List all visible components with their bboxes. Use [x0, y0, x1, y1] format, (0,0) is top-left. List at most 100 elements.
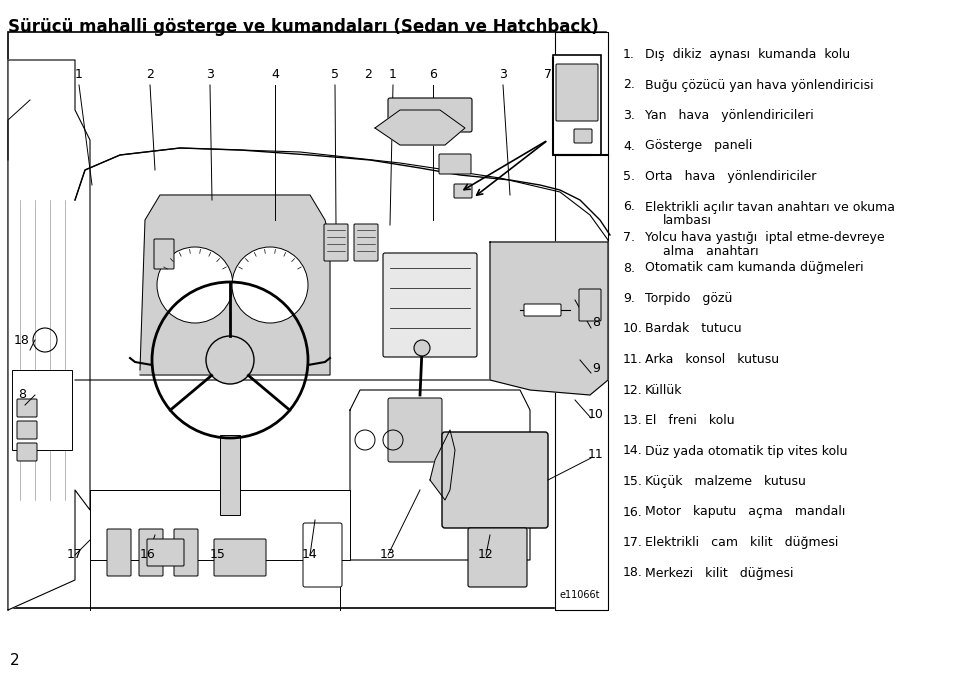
- FancyBboxPatch shape: [324, 224, 348, 261]
- Text: Yan   hava   yönlendiricileri: Yan hava yönlendiricileri: [645, 109, 814, 122]
- Circle shape: [232, 247, 308, 323]
- FancyBboxPatch shape: [154, 239, 174, 269]
- Text: Sürücü mahalli gösterge ve kumandaları (Sedan ve Hatchback): Sürücü mahalli gösterge ve kumandaları (…: [8, 18, 599, 36]
- FancyBboxPatch shape: [174, 529, 198, 576]
- Text: El   freni   kolu: El freni kolu: [645, 414, 734, 427]
- Circle shape: [206, 336, 254, 384]
- Text: 1.: 1.: [623, 48, 635, 61]
- Text: Elektrikli   cam   kilit   düğmesi: Elektrikli cam kilit düğmesi: [645, 536, 838, 549]
- Polygon shape: [375, 110, 465, 145]
- Text: 2: 2: [146, 69, 154, 82]
- FancyBboxPatch shape: [442, 432, 548, 528]
- Text: 15: 15: [210, 549, 226, 562]
- Bar: [12, 370, 72, 450]
- Text: Merkezi   kilit   düğmesi: Merkezi kilit düğmesi: [645, 566, 794, 579]
- Bar: [220, 435, 240, 515]
- Text: 16.: 16.: [623, 505, 643, 518]
- Text: Küllük: Küllük: [645, 384, 683, 396]
- Text: e11066t: e11066t: [560, 590, 600, 600]
- FancyBboxPatch shape: [214, 539, 266, 576]
- Text: 3.: 3.: [623, 109, 635, 122]
- Text: 2.: 2.: [623, 78, 635, 92]
- FancyBboxPatch shape: [454, 184, 472, 198]
- Text: 3: 3: [206, 69, 214, 82]
- Text: 3: 3: [499, 69, 507, 82]
- Text: 5.: 5.: [623, 170, 635, 183]
- Text: 17.: 17.: [623, 536, 643, 549]
- Text: Gösterge   paneli: Gösterge paneli: [645, 139, 753, 152]
- Text: 9.: 9.: [623, 292, 635, 305]
- Text: Elektrikli açılır tavan anahtarı ve okuma: Elektrikli açılır tavan anahtarı ve okum…: [645, 201, 895, 214]
- Text: Torpido   gözü: Torpido gözü: [645, 292, 732, 305]
- Text: 10.: 10.: [623, 322, 643, 335]
- Text: 18.: 18.: [623, 566, 643, 579]
- FancyBboxPatch shape: [388, 98, 472, 132]
- Text: 13: 13: [380, 549, 396, 562]
- Text: 7: 7: [544, 69, 552, 82]
- Text: 12: 12: [478, 549, 493, 562]
- Text: 4: 4: [271, 69, 279, 82]
- Polygon shape: [140, 195, 330, 375]
- Text: 5: 5: [331, 69, 339, 82]
- Text: 6.: 6.: [623, 201, 635, 214]
- Text: lambası: lambası: [663, 214, 712, 228]
- Bar: [8, 32, 606, 608]
- FancyBboxPatch shape: [354, 224, 378, 261]
- Circle shape: [157, 247, 233, 323]
- FancyBboxPatch shape: [17, 399, 37, 417]
- Circle shape: [414, 340, 430, 356]
- Text: 14: 14: [302, 549, 318, 562]
- Text: Buğu çözücü yan hava yönlendiricisi: Buğu çözücü yan hava yönlendiricisi: [645, 78, 874, 92]
- Text: 15.: 15.: [623, 475, 643, 488]
- FancyBboxPatch shape: [439, 154, 471, 174]
- Text: Orta   hava   yönlendiriciler: Orta hava yönlendiriciler: [645, 170, 816, 183]
- Text: Bardak   tutucu: Bardak tutucu: [645, 322, 742, 335]
- Polygon shape: [555, 32, 608, 610]
- Text: 1: 1: [389, 69, 396, 82]
- FancyBboxPatch shape: [107, 529, 131, 576]
- Text: 4.: 4.: [623, 139, 635, 152]
- Text: Dış  dikiz  aynası  kumanda  kolu: Dış dikiz aynası kumanda kolu: [645, 48, 851, 61]
- Text: alma   anahtarı: alma anahtarı: [663, 245, 758, 258]
- FancyBboxPatch shape: [468, 528, 527, 587]
- Text: Motor   kaputu   açma   mandalı: Motor kaputu açma mandalı: [645, 505, 846, 518]
- Polygon shape: [430, 430, 455, 500]
- FancyBboxPatch shape: [579, 289, 601, 321]
- Text: Küçük   malzeme   kutusu: Küçük malzeme kutusu: [645, 475, 805, 488]
- FancyBboxPatch shape: [556, 64, 598, 121]
- Text: 13.: 13.: [623, 414, 643, 427]
- Text: 16: 16: [140, 549, 156, 562]
- Polygon shape: [350, 390, 530, 560]
- Polygon shape: [75, 148, 608, 380]
- Text: 14.: 14.: [623, 445, 643, 458]
- Text: 1: 1: [75, 69, 83, 82]
- FancyBboxPatch shape: [574, 129, 592, 143]
- Text: Yolcu hava yastığı  iptal etme-devreye: Yolcu hava yastığı iptal etme-devreye: [645, 231, 884, 244]
- Text: 6: 6: [429, 69, 437, 82]
- Text: 10: 10: [588, 409, 604, 422]
- Text: 8: 8: [592, 316, 600, 330]
- Text: Arka   konsol   kutusu: Arka konsol kutusu: [645, 353, 780, 366]
- Text: 11.: 11.: [623, 353, 643, 366]
- FancyBboxPatch shape: [17, 421, 37, 439]
- Polygon shape: [490, 242, 608, 395]
- Text: Düz yada otomatik tip vites kolu: Düz yada otomatik tip vites kolu: [645, 445, 848, 458]
- FancyBboxPatch shape: [388, 398, 442, 462]
- FancyBboxPatch shape: [139, 529, 163, 576]
- Text: 8.: 8.: [623, 262, 635, 275]
- Text: 8: 8: [18, 388, 26, 401]
- Polygon shape: [8, 60, 90, 610]
- Bar: [90, 490, 350, 560]
- FancyBboxPatch shape: [147, 539, 184, 566]
- Text: 2: 2: [364, 69, 372, 82]
- FancyBboxPatch shape: [303, 523, 342, 587]
- Text: 9: 9: [592, 362, 600, 375]
- Text: 7.: 7.: [623, 231, 635, 244]
- FancyBboxPatch shape: [524, 304, 561, 316]
- Text: 12.: 12.: [623, 384, 643, 396]
- FancyBboxPatch shape: [383, 253, 477, 357]
- Text: 17: 17: [67, 549, 83, 562]
- FancyBboxPatch shape: [553, 55, 601, 155]
- Text: Otomatik cam kumanda düğmeleri: Otomatik cam kumanda düğmeleri: [645, 262, 864, 275]
- Text: 2: 2: [10, 653, 19, 668]
